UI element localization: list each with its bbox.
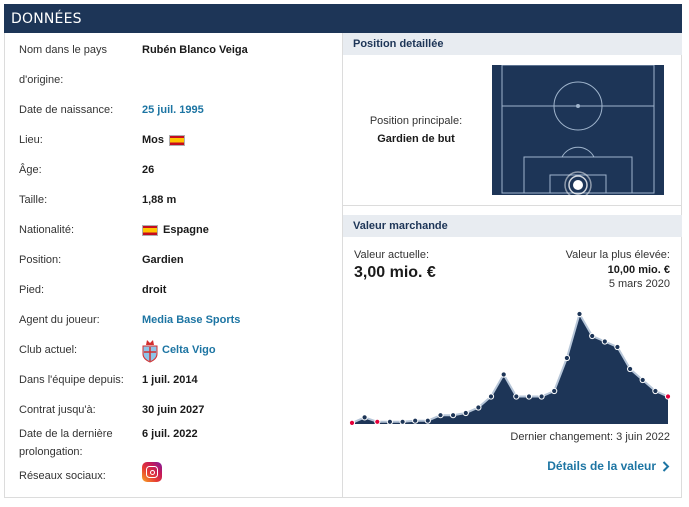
last-change-text: Dernier changement: 3 juin 2022 <box>510 431 670 443</box>
value-age: 26 <box>142 164 155 176</box>
label-age: Âge: <box>19 164 42 176</box>
market-value-point[interactable] <box>424 417 431 424</box>
label-last-extension-cont: prolongation: <box>19 446 83 458</box>
market-value-point[interactable] <box>513 393 520 400</box>
value-joined: 1 juil. 2014 <box>142 374 198 386</box>
market-value-point[interactable] <box>487 393 495 400</box>
spain-flag-icon <box>142 225 158 236</box>
market-value-chart[interactable] <box>344 300 674 430</box>
market-value-point[interactable] <box>525 393 533 400</box>
link-agent[interactable]: Media Base Sports <box>142 314 241 326</box>
market-value-point[interactable] <box>589 332 596 340</box>
market-value-point[interactable] <box>639 376 646 384</box>
market-value-point[interactable] <box>576 310 583 318</box>
value-contract: 30 juin 2027 <box>142 404 205 416</box>
market-value-point[interactable] <box>475 404 482 411</box>
market-value-point[interactable] <box>462 409 469 417</box>
value-nationality: Espagne <box>142 222 209 239</box>
label-joined: Dans l'équipe depuis: <box>19 374 124 386</box>
spain-flag-icon <box>169 135 185 146</box>
highest-value-date: 5 mars 2020 <box>608 278 670 290</box>
market-value-point[interactable] <box>538 393 545 400</box>
section-title: DONNÉES <box>11 10 82 27</box>
market-value-point[interactable] <box>664 393 672 400</box>
value-birth-place: Mos <box>142 132 185 149</box>
goalkeeper-position-marker <box>564 171 592 195</box>
current-value: 3,00 mio. € <box>354 264 436 281</box>
celta-vigo-logo[interactable] <box>142 337 158 363</box>
highest-value: 10,00 mio. € <box>607 264 670 276</box>
market-value-area <box>352 314 668 424</box>
position-panel-header: Position detaillée <box>343 33 682 55</box>
label-position: Position: <box>19 254 62 266</box>
current-value-label: Valeur actuelle: <box>354 249 430 261</box>
label-native-name-cont: d'origine: <box>19 74 64 86</box>
market-value-point[interactable] <box>450 412 457 419</box>
label-birth-date: Date de naissance: <box>19 104 114 116</box>
label-social-media: Réseaux sociaux: <box>19 470 106 482</box>
market-value-point[interactable] <box>361 414 368 421</box>
value-details-label: Détails de la valeur <box>547 459 656 473</box>
highest-value-label: Valeur la plus élevée: <box>565 249 670 261</box>
value-birth-place-text: Mos <box>142 134 164 146</box>
section-header: DONNÉES <box>4 4 682 33</box>
market-value-point[interactable] <box>348 419 356 427</box>
pitch-diagram <box>492 65 664 195</box>
label-last-extension: Date de la dernière <box>19 428 113 440</box>
market-value-point[interactable] <box>437 412 444 419</box>
main-position-label: Position principale: <box>369 115 463 127</box>
link-current-club[interactable]: Celta Vigo <box>162 344 216 356</box>
value-position: Gardien <box>142 254 184 266</box>
market-value-point[interactable] <box>627 365 634 373</box>
main-position-value: Gardien de but <box>377 133 455 145</box>
label-height: Taille: <box>19 194 48 206</box>
value-last-extension: 6 juil. 2022 <box>142 428 198 440</box>
label-contract: Contrat jusqu'à: <box>19 404 96 416</box>
instagram-icon[interactable] <box>142 462 162 482</box>
value-details-link[interactable]: Détails de la valeur <box>547 459 670 473</box>
value-nationality-text: Espagne <box>163 224 209 236</box>
label-agent: Agent du joueur: <box>19 314 100 326</box>
value-native-name: Rubén Blanco Veiga <box>142 44 248 56</box>
label-current-club: Club actuel: <box>19 344 78 356</box>
market-value-point[interactable] <box>652 387 659 395</box>
market-value-point[interactable] <box>614 343 621 351</box>
label-nationality: Nationalité: <box>19 224 75 236</box>
column-divider <box>342 33 343 498</box>
position-panel-title: Position detaillée <box>353 38 444 50</box>
market-panel-title: Valeur marchande <box>353 220 448 232</box>
market-value-point[interactable] <box>399 418 406 425</box>
value-foot: droit <box>142 284 167 296</box>
value-height: 1,88 m <box>142 194 177 206</box>
chevron-right-icon <box>662 460 670 472</box>
label-foot: Pied: <box>19 284 45 296</box>
market-panel-header: Valeur marchande <box>343 215 682 237</box>
label-native-name: Nom dans le pays <box>19 44 108 56</box>
panel-divider <box>343 205 682 206</box>
market-value-point[interactable] <box>563 354 570 362</box>
market-value-point[interactable] <box>551 387 558 395</box>
market-value-point[interactable] <box>601 338 608 345</box>
label-birth-place: Lieu: <box>19 134 43 146</box>
link-birth-date[interactable]: 25 juil. 1995 <box>142 104 204 116</box>
market-value-point[interactable] <box>412 417 419 424</box>
market-value-point[interactable] <box>500 371 507 378</box>
market-value-point[interactable] <box>374 418 381 425</box>
market-value-point[interactable] <box>386 418 394 425</box>
